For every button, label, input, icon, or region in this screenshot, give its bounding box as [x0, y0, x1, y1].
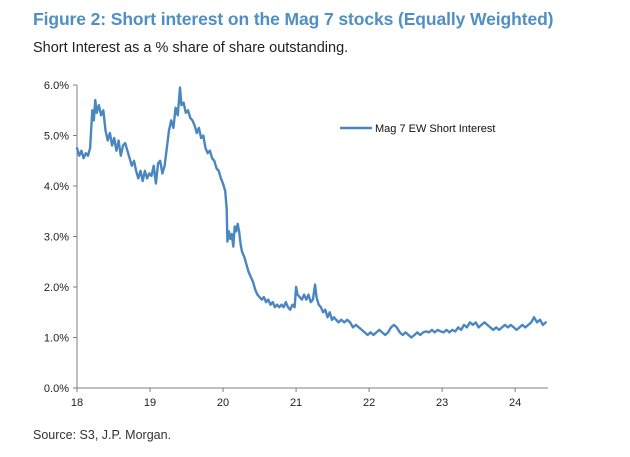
- chart-subtitle: Short Interest as a % share of share out…: [33, 40, 349, 56]
- y-tick-label: 6.0%: [44, 80, 69, 92]
- x-tick-label: 24: [509, 397, 521, 409]
- x-tick-label: 23: [436, 397, 448, 409]
- x-tick-label: 20: [217, 397, 229, 409]
- y-tick-label: 2.0%: [44, 282, 69, 294]
- x-tick-label: 18: [71, 397, 83, 409]
- y-tick-label: 1.0%: [44, 333, 69, 345]
- y-tick-label: 0.0%: [44, 383, 69, 395]
- x-tick-label: 21: [290, 397, 302, 409]
- x-tick-label: 19: [144, 397, 156, 409]
- y-tick-label: 4.0%: [44, 181, 69, 193]
- y-tick-label: 5.0%: [44, 131, 69, 143]
- legend-label: Mag 7 EW Short Interest: [375, 123, 495, 135]
- legend: Mag 7 EW Short Interest: [340, 123, 495, 135]
- x-axis-ticks: 18 19 20 21 22 23 24: [71, 388, 521, 409]
- source-note: Source: S3, J.P. Morgan.: [33, 428, 172, 442]
- y-axis-ticks: 0.0% 1.0% 2.0% 3.0% 4.0% 5.0% 6.0%: [44, 80, 77, 395]
- series-line-mag7-ew-short-interest: [75, 86, 547, 339]
- x-tick-label: 22: [363, 397, 375, 409]
- chart-title: Figure 2: Short interest on the Mag 7 st…: [33, 9, 554, 29]
- y-tick-label: 3.0%: [44, 232, 69, 244]
